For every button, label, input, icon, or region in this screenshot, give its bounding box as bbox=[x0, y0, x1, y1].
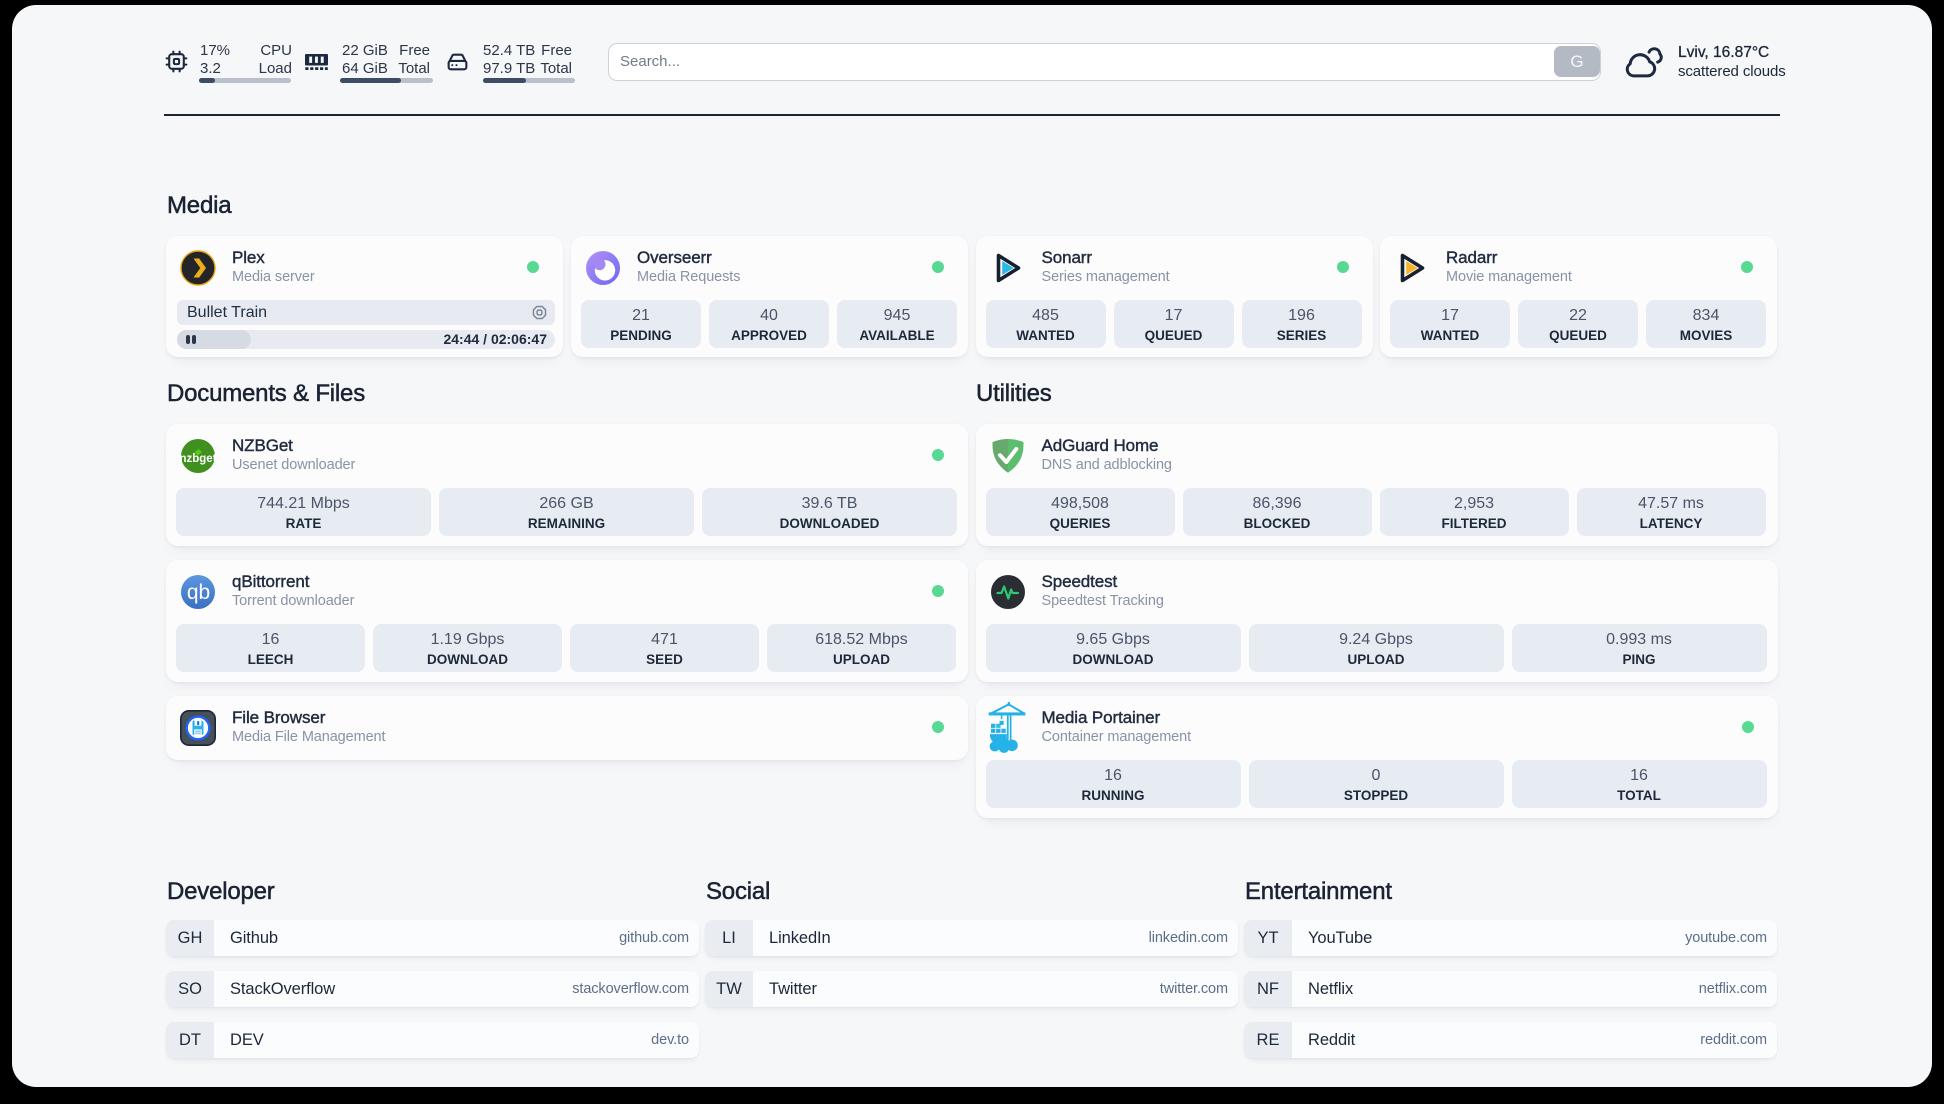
svg-text:qb: qb bbox=[187, 581, 210, 604]
svg-text:nzbget: nzbget bbox=[180, 453, 216, 465]
